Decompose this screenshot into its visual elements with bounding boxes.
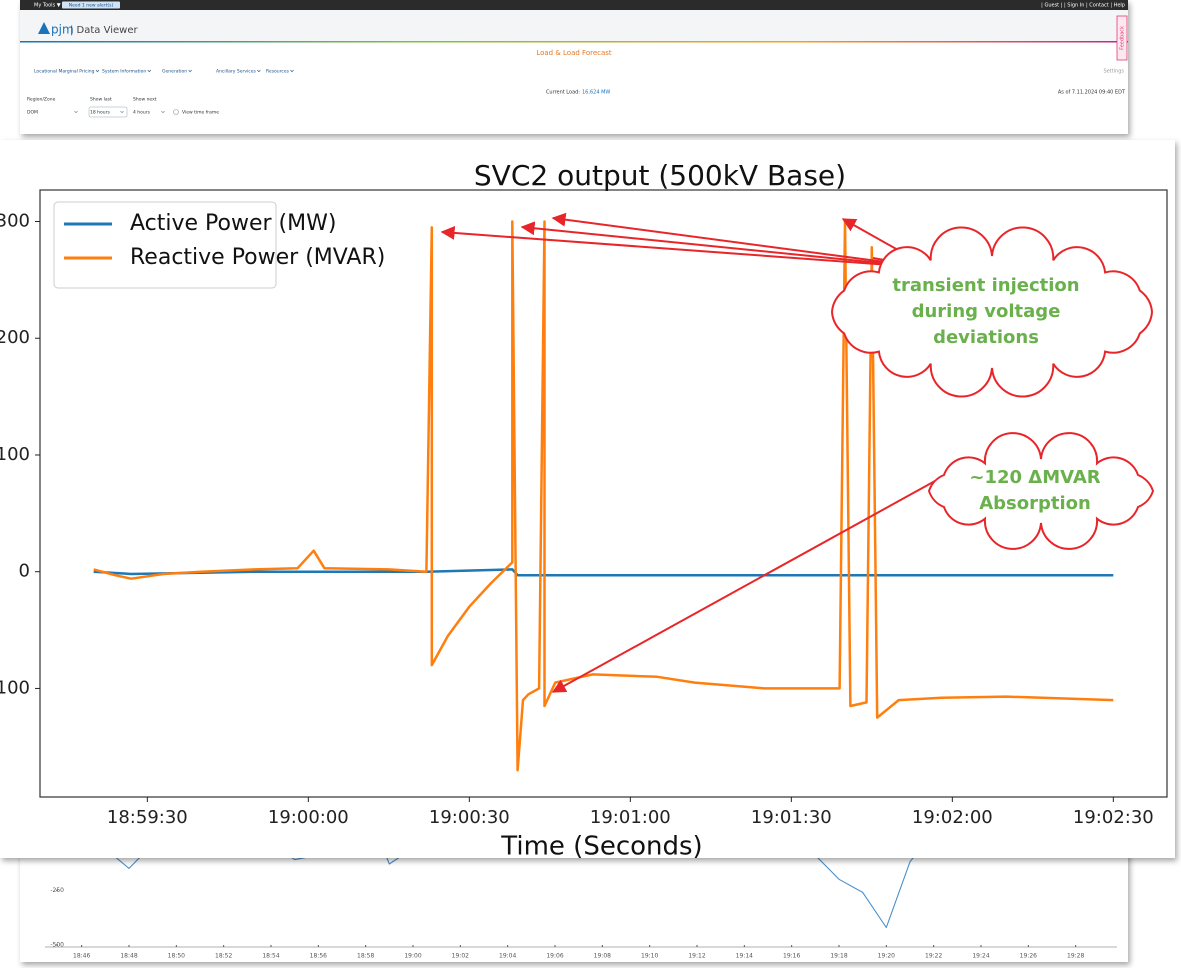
control-label: Show next — [133, 97, 157, 103]
my-tools[interactable]: My Tools ▼ — [34, 3, 61, 9]
annotation-text: ~120 ΔMVAR — [969, 467, 1100, 488]
brand: pjm — [51, 23, 74, 37]
annotation-cloud — [927, 432, 1155, 550]
alert-button[interactable] — [62, 1, 120, 9]
x-tick-label: 19:12 — [688, 953, 705, 960]
logo-icon — [38, 22, 50, 34]
x-tick-label: 18:58 — [357, 953, 374, 960]
plot-frame — [39, 189, 1168, 798]
x-tick-label: 18:46 — [73, 953, 90, 960]
product: | Data Viewer — [70, 25, 138, 36]
x-tick-label: 18:56 — [310, 953, 327, 960]
annotation-text: deviations — [933, 327, 1039, 348]
x-tick-label: 19:02 — [452, 953, 469, 960]
y-tick-label: -500 — [50, 942, 64, 949]
as-of: As of 7.11.2024 09:40 EDT — [1058, 90, 1126, 96]
nav-chevron — [95, 69, 100, 73]
x-axis-label: Time (Seconds) — [500, 832, 702, 862]
x-tick-label: 19:00 — [404, 953, 421, 960]
x-tick-label: 19:26 — [1020, 953, 1037, 960]
legend-label: Reactive Power (MVAR) — [130, 245, 385, 270]
arrow — [551, 480, 936, 693]
control-select[interactable] — [88, 106, 128, 118]
feedback-text: Feedback — [1120, 26, 1126, 50]
y-tick-label: 0 — [19, 561, 30, 582]
nav-chevron — [290, 69, 294, 73]
annotation-text: during voltage — [912, 301, 1061, 322]
annotation-text: Absorption — [979, 493, 1091, 514]
arrow — [440, 225, 931, 269]
control-chevron — [161, 110, 165, 114]
control-chevron — [120, 110, 124, 114]
y-tick-label: -100 — [0, 677, 30, 698]
x-tick-label: 19:16 — [783, 953, 800, 960]
control-select[interactable] — [26, 107, 81, 117]
x-tick-label: 18:59:30 — [107, 807, 188, 828]
x-tick-label: 18:48 — [120, 953, 137, 960]
x-tick-label: 19:28 — [1067, 953, 1084, 960]
nav-chevron — [257, 69, 261, 73]
background-app: My Tools ▼ Need 1 new alert(s) | Guest |… — [20, 0, 1128, 962]
control-label: Show last — [90, 97, 112, 103]
x-tick-label: 19:01:00 — [590, 807, 671, 828]
brand-bar — [20, 10, 1128, 42]
y-tick-label: 200 — [0, 327, 30, 348]
settings[interactable]: Settings — [1103, 69, 1124, 75]
control-value: 18 hours — [90, 110, 110, 116]
nav-item[interactable]: Locational Marginal Pricing — [34, 69, 95, 75]
x-tick-label: 19:06 — [546, 953, 563, 960]
x-tick-label: 19:02:30 — [1073, 807, 1154, 828]
x-tick-label: 19:01:30 — [751, 807, 832, 828]
x-tick-label: 19:02:00 — [912, 807, 993, 828]
top-links[interactable]: | Guest | | Sign In | Contact | Help — [1041, 3, 1125, 9]
x-tick-label: 19:04 — [499, 953, 516, 960]
x-tick-label: 19:24 — [972, 953, 989, 960]
y-tick-label: 300 — [0, 211, 30, 232]
x-tick-label: 19:20 — [878, 953, 895, 960]
y-tick-label: 100 — [0, 444, 30, 465]
x-tick-label: 18:50 — [168, 953, 185, 960]
x-tick-label: 19:18 — [830, 953, 847, 960]
app-panel-bottom — [20, 850, 1128, 962]
nav-chevron — [147, 69, 151, 73]
view-time-frame-toggle[interactable] — [173, 109, 179, 115]
current-load: 16,624 MW — [582, 90, 610, 96]
series-line — [93, 220, 1114, 772]
legend-label: Active Power (MW) — [130, 211, 336, 236]
nav-item[interactable]: Generation — [162, 69, 187, 75]
x-tick-label: 19:22 — [925, 953, 942, 960]
x-tick-label: 19:10 — [641, 953, 658, 960]
chart-title: SVC2 output (500kV Base) — [474, 159, 846, 192]
color-stripe — [20, 41, 1128, 43]
y-tick-label: -250 — [50, 887, 64, 894]
nav-item[interactable]: System Information — [102, 69, 146, 75]
nav-item[interactable]: Resources — [266, 69, 290, 75]
arrow — [551, 212, 931, 269]
x-tick-label: 19:14 — [736, 953, 753, 960]
annotation-cloud — [830, 226, 1154, 398]
x-tick-label: 18:52 — [215, 953, 232, 960]
x-tick-label: 19:00:00 — [268, 807, 349, 828]
page-title: Load & Load Forecast — [536, 49, 612, 57]
arrow — [520, 221, 931, 269]
alert-text: Need 1 new alert(s) — [69, 3, 114, 9]
control-chevron — [74, 110, 78, 114]
x-tick-label: 18:54 — [262, 953, 279, 960]
nav-chevron — [188, 69, 192, 73]
x-tick-label: 19:00:30 — [429, 807, 510, 828]
x-tick-label: 19:08 — [594, 953, 611, 960]
nav-item[interactable]: Ancillary Services — [216, 69, 256, 75]
feedback-tab[interactable] — [1116, 15, 1128, 61]
annotation-text: transient injection — [892, 275, 1079, 296]
control-value: DOM — [27, 110, 38, 116]
view-time-frame: View time frame — [182, 110, 219, 116]
control-label: Region/Zone — [27, 97, 56, 103]
current-load-label: Current Load: — [546, 90, 580, 96]
control-value: 4 hours — [133, 110, 151, 116]
control-select[interactable] — [132, 107, 168, 117]
overlay-chart: -100 0 100 200 300 18:59:30 19:00:00 19:00:30 19… — [0, 140, 1175, 862]
top-bar — [20, 0, 1128, 10]
